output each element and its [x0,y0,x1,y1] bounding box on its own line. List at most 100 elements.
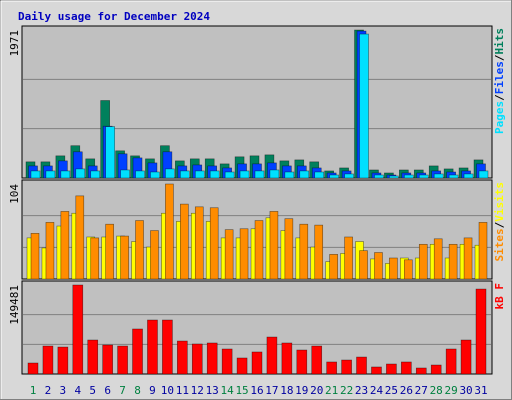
bar [430,364,442,375]
bar [463,173,474,179]
x-tick-label: 13 [206,384,219,397]
bar [389,175,399,179]
bar [147,319,158,375]
legend-separator: / [493,221,506,228]
bar [445,348,457,375]
x-tick-label: 15 [235,384,248,397]
bar [359,33,369,179]
bar [75,168,86,179]
bar [448,174,459,179]
bar [433,238,443,280]
legend: Sites/Visits [493,182,506,262]
bar [478,222,488,280]
bar [404,259,413,280]
x-tick-label: 23 [355,384,368,397]
bar [314,171,325,179]
bar [45,222,55,280]
bar [284,218,294,280]
x-tick-label: 6 [104,384,111,397]
bar [180,203,189,280]
bar [475,288,487,375]
bar [251,351,263,375]
legend-separator: / [493,54,506,61]
x-tick-label: 10 [161,384,174,397]
bar [224,229,234,280]
x-tick-label: 9 [149,384,156,397]
bar [374,252,383,280]
bar [90,237,100,280]
bar [117,345,128,375]
bar [254,170,265,179]
x-tick-label: 7 [119,384,126,397]
bar [87,339,99,375]
bar [30,233,40,280]
chart-title: Daily usage for December 2024 [18,10,210,23]
bar [344,173,354,179]
bar [266,336,278,375]
bar [135,220,144,280]
bar [60,170,71,179]
bar [162,319,173,375]
bar [191,343,203,375]
legend-entry: Visits [493,182,506,222]
bar [329,254,338,280]
bar [239,228,249,280]
x-tick-label: 19 [295,384,308,397]
x-tick-label: 22 [340,384,353,397]
x-tick-label: 3 [60,384,67,397]
x-tick-label: 21 [325,384,338,397]
bar [356,356,367,375]
bar [359,250,368,280]
x-tick-label: 5 [89,384,96,397]
bar [90,170,101,179]
x-tick-label: 11 [176,384,189,397]
bar [341,359,352,375]
bar [299,223,309,280]
bar [254,220,264,280]
bar [135,170,145,179]
bar [329,174,339,179]
bar [478,170,489,179]
x-tick-label: 25 [385,384,398,397]
bar [75,195,85,280]
bar [415,367,427,375]
bar [460,339,472,375]
bar [45,170,56,179]
x-tick-label: 18 [280,384,293,397]
bar [177,340,188,375]
bar [60,211,70,280]
x-tick-label: 28 [430,384,443,397]
bar [209,170,220,179]
bar [284,171,295,179]
bar [299,170,310,179]
bar [236,357,248,375]
legend-entry: Files [493,61,506,94]
x-tick-label: 30 [459,384,472,397]
legend-entry: Sites [493,228,506,261]
bar [150,171,160,179]
bar [105,223,114,280]
bar [418,174,429,179]
bar [344,236,353,280]
bar [206,342,218,375]
bar [374,174,384,179]
bar [209,207,219,280]
x-tick-label: 27 [415,384,428,397]
x-tick-label: 2 [45,384,52,397]
bar [269,169,280,179]
bar [448,243,458,280]
bar [371,366,382,375]
legend-separator: / [493,94,506,101]
bar [102,344,113,375]
legend-entry: Pages [493,101,506,134]
legend-entry: Hits [493,28,506,55]
bar [165,168,175,179]
x-tick-label: 26 [400,384,413,397]
x-tick-label: 20 [310,384,323,397]
y-tick-label: 1971 [8,30,21,57]
bar [30,170,41,179]
bar [42,345,54,375]
bar [314,224,324,280]
bar [326,361,337,375]
